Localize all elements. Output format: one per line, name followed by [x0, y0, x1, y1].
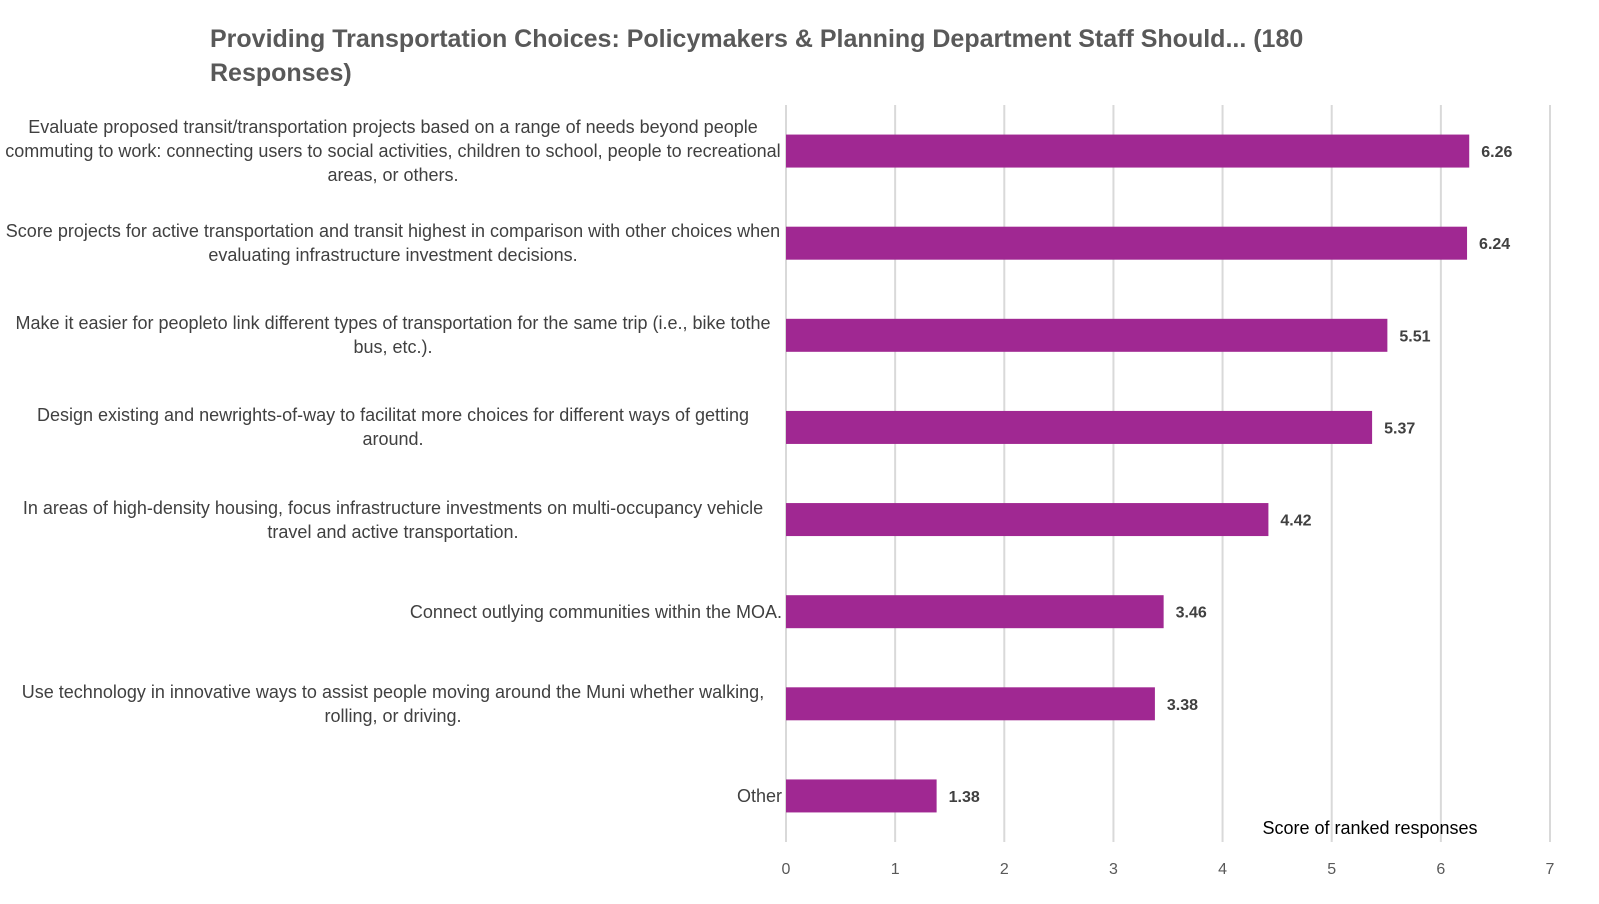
x-tick-label: 2	[1000, 861, 1009, 878]
x-tick-label: 6	[1436, 861, 1445, 878]
bar	[786, 134, 1470, 168]
data-label: 5.51	[1399, 328, 1430, 345]
x-axis-ticks: 0 1 2 3 4 5 6 7	[782, 861, 1555, 878]
x-tick-label: 0	[782, 861, 791, 878]
bar	[786, 503, 1269, 537]
data-label: 3.38	[1167, 697, 1198, 714]
bars	[786, 134, 1470, 813]
category-label: Evaluate proposed transit/transportation…	[5, 117, 781, 186]
chart-title: Providing Transportation Choices: Policy…	[210, 25, 1304, 87]
x-tick-label: 5	[1327, 861, 1336, 878]
x-tick-label: 3	[1109, 861, 1118, 878]
data-label: 4.42	[1280, 513, 1311, 530]
category-label: Use technology in innovative ways to ass…	[21, 681, 765, 726]
x-tick-label: 7	[1546, 861, 1555, 878]
data-label: 5.37	[1384, 420, 1415, 437]
data-label: 3.46	[1176, 605, 1207, 622]
x-tick-label: 4	[1218, 861, 1227, 878]
category-label: Score projects for active transportation…	[5, 221, 781, 266]
category-label: Other	[736, 785, 782, 806]
data-label: 6.24	[1479, 236, 1510, 253]
value-labels: 6.26 6.24 5.51 5.37 4.42 3.46 3.38 1.38	[949, 144, 1513, 806]
gridlines	[785, 105, 1551, 842]
category-label: In areas of high-density housing, focus …	[22, 497, 764, 542]
bar	[786, 318, 1388, 352]
bar	[786, 687, 1155, 721]
x-axis-title: Score of ranked responses	[1262, 818, 1477, 838]
bar	[786, 779, 937, 813]
data-label: 1.38	[949, 789, 980, 806]
category-label: Design existing and newrights-of-way to …	[36, 405, 749, 450]
data-label: 6.26	[1481, 144, 1512, 161]
category-label: Make it easier for peopleto link differe…	[15, 313, 771, 358]
bar	[786, 595, 1164, 629]
bar	[786, 410, 1373, 444]
category-label: Connect outlying communities within the …	[409, 601, 782, 622]
bar	[786, 226, 1468, 260]
x-tick-label: 1	[891, 861, 900, 878]
